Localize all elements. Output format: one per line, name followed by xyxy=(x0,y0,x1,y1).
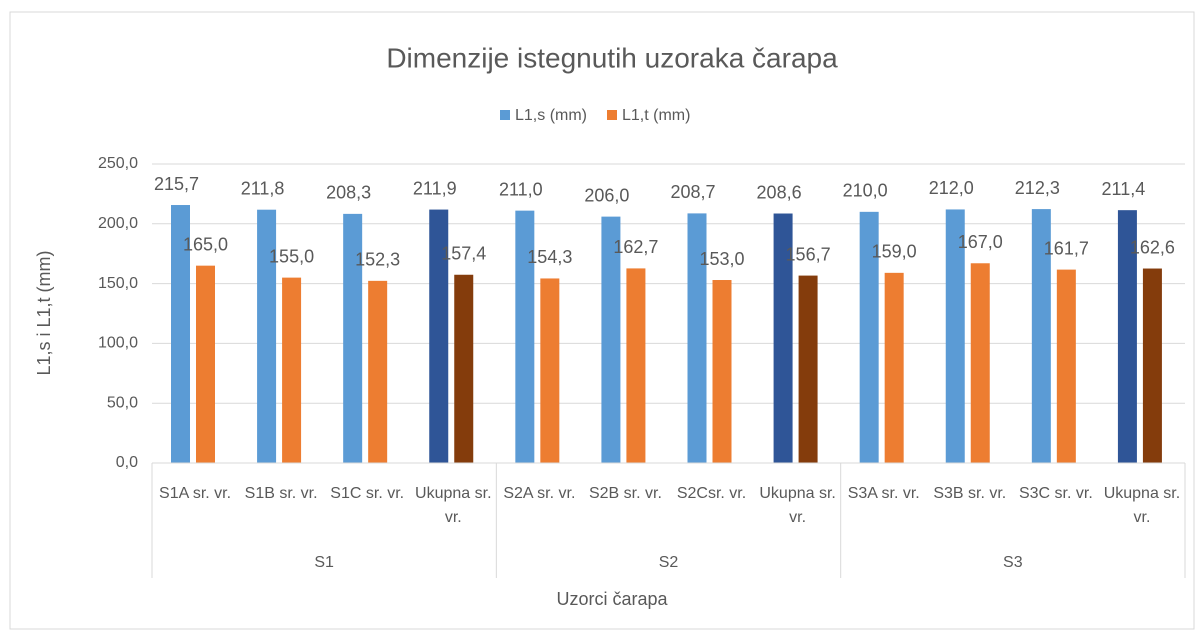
bar xyxy=(970,263,990,463)
y-tick-label: 150,0 xyxy=(98,275,138,292)
legend-swatch xyxy=(500,110,510,120)
x-tick-label: Ukupna sr. vr. xyxy=(759,485,836,526)
value-label: 212,3 xyxy=(1015,178,1060,198)
value-label: 157,4 xyxy=(441,243,486,263)
value-label: 162,7 xyxy=(613,237,658,257)
bar xyxy=(859,211,879,463)
y-tick-label: 200,0 xyxy=(98,215,138,232)
value-label: 211,9 xyxy=(413,178,457,198)
bar xyxy=(1031,209,1051,463)
value-label: 211,8 xyxy=(241,178,285,198)
bar xyxy=(540,278,560,463)
bar xyxy=(368,280,388,463)
x-tick-label: Ukupna sr. vr. xyxy=(415,485,492,526)
y-tick-label: 250,0 xyxy=(98,155,138,172)
value-label: 154,3 xyxy=(527,247,572,267)
x-tick-label: S1B sr. vr. xyxy=(244,485,318,502)
x-tick-label: S1C sr. vr. xyxy=(330,485,405,502)
bar xyxy=(884,272,904,463)
y-tick-label: 100,0 xyxy=(98,335,138,352)
value-label: 153,0 xyxy=(699,249,744,269)
bar xyxy=(454,274,474,463)
bar xyxy=(798,275,818,463)
y-tick-label: 50,0 xyxy=(107,394,138,411)
value-label: 162,6 xyxy=(1130,237,1175,257)
value-label: 211,4 xyxy=(1102,179,1146,199)
bar xyxy=(712,280,732,463)
x-tick-label: S3A sr. vr. xyxy=(847,485,920,502)
y-tick-label: 0,0 xyxy=(116,454,138,471)
value-label: 208,3 xyxy=(326,183,371,203)
value-label: 167,0 xyxy=(958,232,1003,252)
value-label: 156,7 xyxy=(786,244,831,264)
value-label: 208,6 xyxy=(757,182,802,202)
value-label: 211,0 xyxy=(499,179,543,199)
value-label: 215,7 xyxy=(154,174,199,194)
legend-label: L1,t (mm) xyxy=(622,107,690,124)
bar xyxy=(257,209,277,463)
legend-label: L1,s (mm) xyxy=(515,107,587,124)
bar xyxy=(1056,269,1076,463)
value-label: 208,7 xyxy=(670,182,715,202)
bar xyxy=(515,210,535,463)
bar xyxy=(1117,210,1137,463)
bar xyxy=(687,213,707,463)
group-label: S3 xyxy=(1003,554,1023,571)
y-axis-title: L1,s i L1,t (mm) xyxy=(34,250,54,375)
value-label: 210,0 xyxy=(843,181,888,201)
x-tick-label: S3B sr. vr. xyxy=(933,485,1007,502)
bar xyxy=(601,216,621,463)
x-tick-label: S2A sr. vr. xyxy=(503,485,576,502)
x-axis-title: Uzorci čarapa xyxy=(556,589,668,609)
bar xyxy=(196,265,215,463)
bar xyxy=(1142,268,1162,463)
x-tick-label: S1A sr. vr. xyxy=(159,485,232,502)
bar xyxy=(773,213,793,463)
bar xyxy=(282,277,302,463)
x-tick-label: Ukupna sr. vr. xyxy=(1103,485,1181,526)
value-label: 152,3 xyxy=(355,250,400,270)
x-tick-label: S2B sr. vr. xyxy=(588,485,662,502)
chart-title: Dimenzije istegnutih uzoraka čarapa xyxy=(386,42,838,73)
value-label: 212,0 xyxy=(929,178,974,198)
x-tick-label: S2Csr. vr. xyxy=(676,485,747,502)
value-label: 161,7 xyxy=(1044,238,1089,258)
value-label: 206,0 xyxy=(584,185,629,205)
group-label: S1 xyxy=(314,554,334,571)
value-label: 159,0 xyxy=(872,242,917,262)
bar xyxy=(429,209,449,463)
value-label: 155,0 xyxy=(269,246,314,266)
bar xyxy=(171,205,190,463)
bar xyxy=(343,213,363,463)
x-tick-label: S3C sr. vr. xyxy=(1018,485,1093,502)
bar xyxy=(626,268,646,463)
group-label: S2 xyxy=(659,554,679,571)
legend-swatch xyxy=(607,110,617,120)
value-label: 165,0 xyxy=(183,234,228,254)
bar xyxy=(945,209,965,463)
